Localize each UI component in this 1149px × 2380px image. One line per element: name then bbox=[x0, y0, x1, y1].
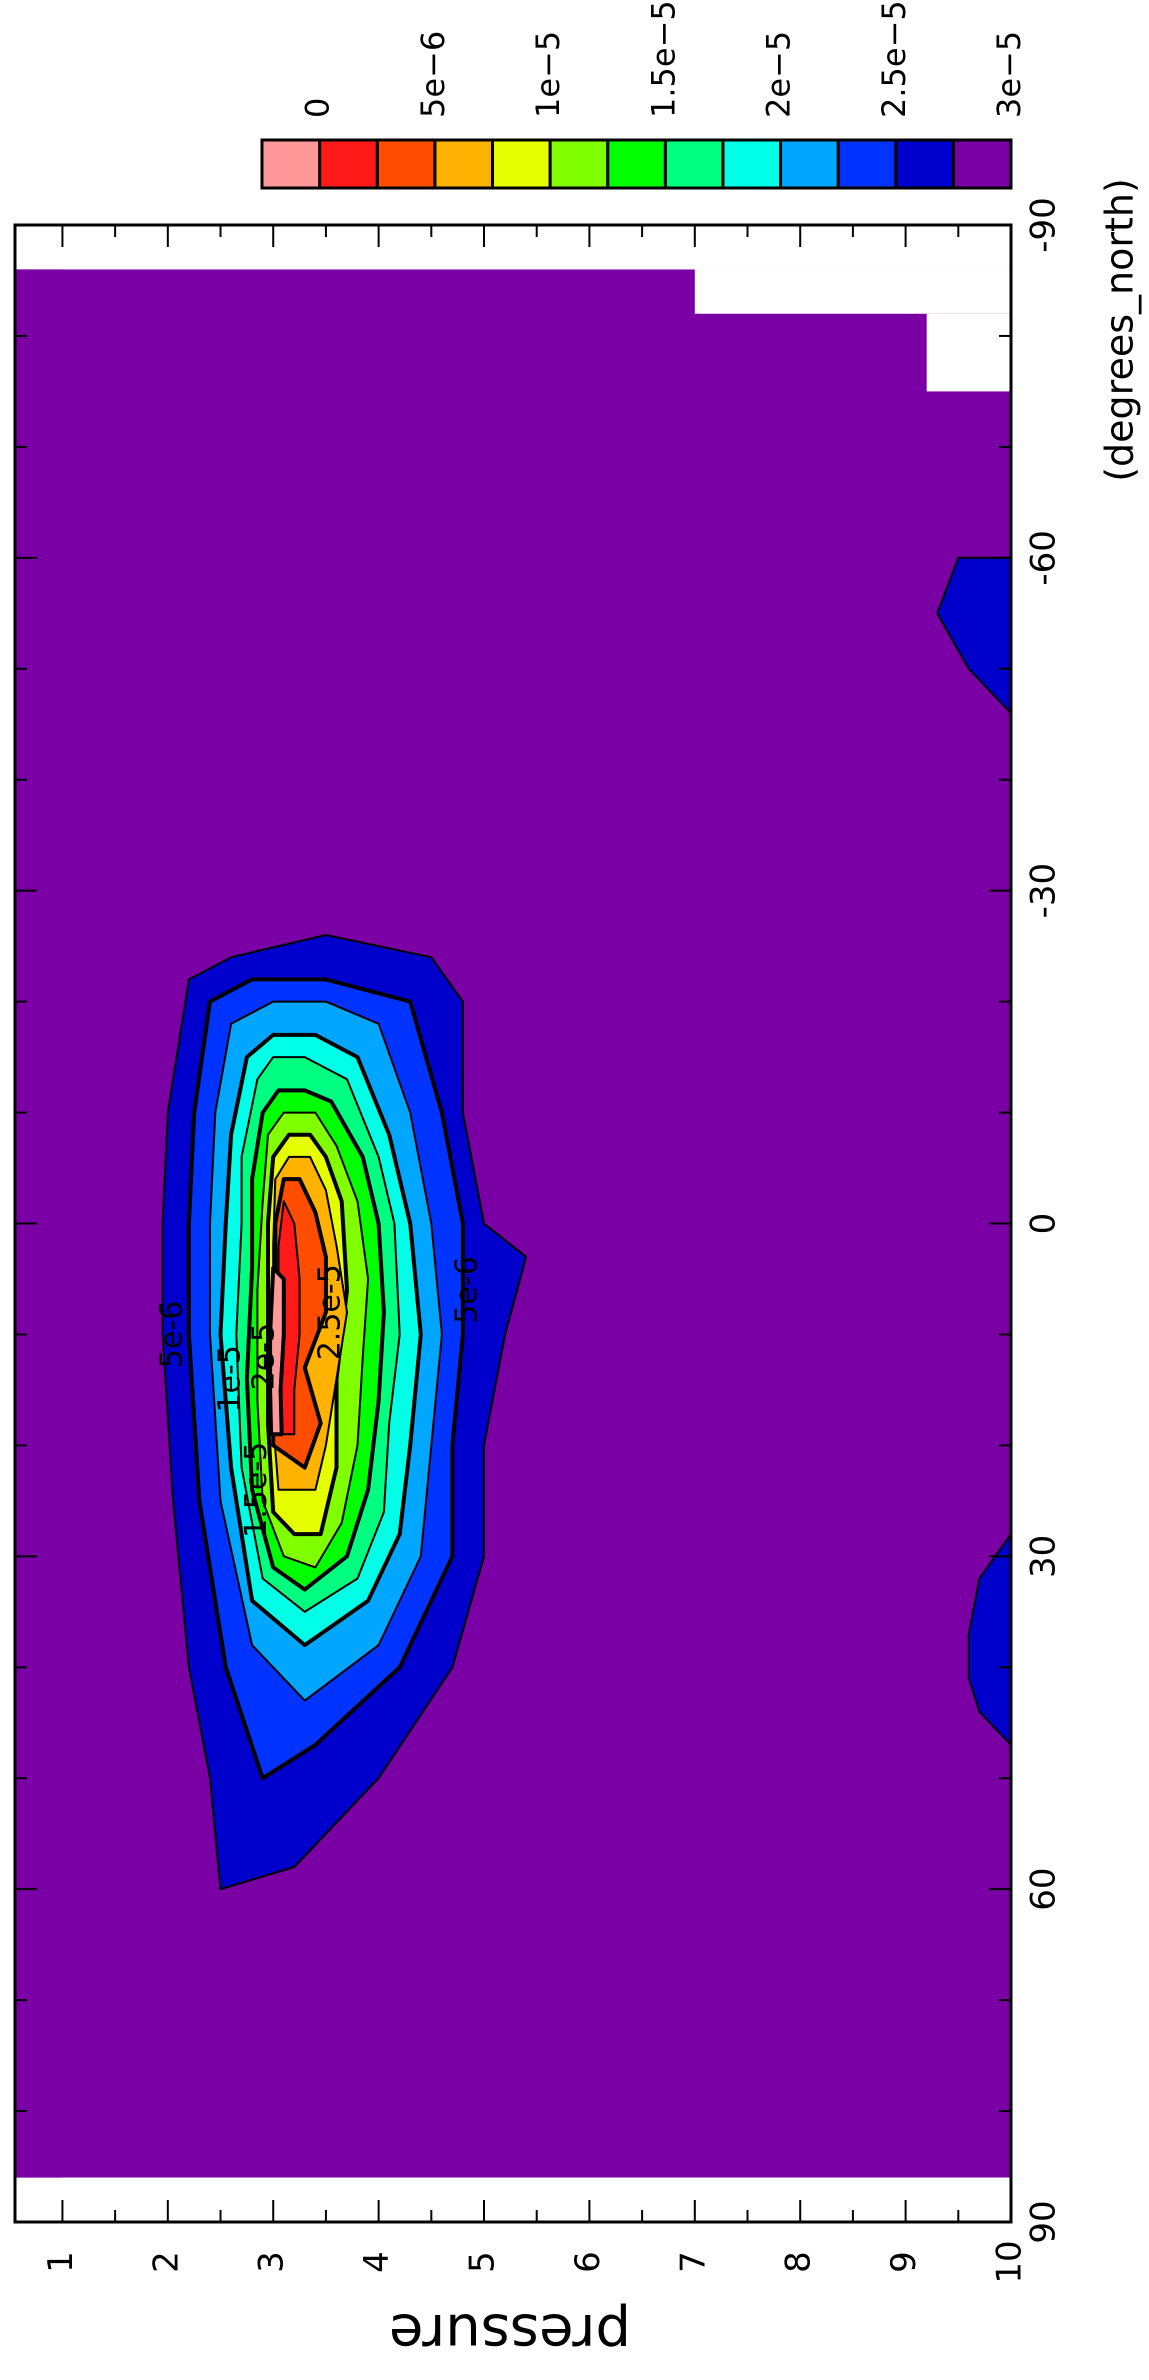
x-tick-label: 60 bbox=[1024, 1868, 1064, 1911]
axis-labels: (degrees_north) pressure bbox=[389, 178, 1141, 2366]
missing-data-region bbox=[926, 313, 1011, 392]
y-tick-label: 6 bbox=[568, 2251, 608, 2273]
contour-label: 2.5e-5 bbox=[313, 1264, 348, 1360]
colorbar-swatch bbox=[779, 138, 840, 190]
colorbar-swatch bbox=[951, 138, 1013, 190]
colorbar-swatch bbox=[548, 138, 610, 190]
y-tick-label: 8 bbox=[779, 2251, 819, 2273]
contour-band bbox=[268, 1265, 286, 1437]
y-tick-label: 7 bbox=[673, 2251, 713, 2273]
x-tick-label: 90 bbox=[1024, 2200, 1064, 2243]
y-tick-label: 5 bbox=[463, 2251, 503, 2273]
colorbar-swatch bbox=[606, 138, 667, 190]
x-tick-label: 30 bbox=[1024, 1535, 1064, 1578]
contour-label: 2e-5 bbox=[246, 1323, 281, 1390]
plot-area: 5e-6 1e-5 1.5e-5 2e-5 2.5e-5 5e-6 bbox=[15, 225, 1012, 2222]
colorbar-swatch bbox=[490, 138, 552, 190]
colorbar-label: 2e−5 bbox=[760, 31, 798, 118]
x-axis-label: (degrees_north) bbox=[1098, 178, 1142, 482]
colorbar-swatch bbox=[663, 138, 725, 190]
y-tick-label: 3 bbox=[252, 2251, 292, 2273]
colorbar-label: 5e−6 bbox=[414, 31, 452, 118]
x-tick-label: -90 bbox=[1024, 197, 1064, 253]
colorbar-label: 3e−5 bbox=[990, 31, 1028, 118]
y-tick-label: 10 bbox=[990, 2240, 1030, 2283]
y-axis-label: pressure bbox=[389, 2301, 631, 2366]
x-tick-label: -60 bbox=[1024, 530, 1064, 586]
colorbar-swatch bbox=[894, 138, 955, 190]
x-tick-label: -30 bbox=[1024, 863, 1064, 919]
colorbar-label: 0 bbox=[299, 98, 337, 118]
contour-label: 5e-6 bbox=[155, 1301, 190, 1368]
contour-label: 1.5e-5 bbox=[239, 1442, 274, 1538]
missing-data-region bbox=[694, 269, 1011, 314]
x-tick-label: 0 bbox=[1024, 1213, 1064, 1235]
y-tick-label: 4 bbox=[357, 2251, 397, 2273]
axes: -90 -60 -30 0 30 60 90 1 2 3 4 5 6 7 8 9 10 bbox=[13, 197, 1064, 2284]
colorbar-label: 1.5e−5 bbox=[644, 0, 682, 118]
colorbar-swatch bbox=[375, 138, 437, 190]
contour-label: 5e-6 bbox=[450, 1256, 485, 1323]
y-tick-label: 9 bbox=[884, 2251, 924, 2273]
colorbar-swatch bbox=[836, 138, 898, 190]
colorbar-swatch bbox=[721, 138, 783, 190]
colorbar-swatch bbox=[318, 138, 379, 190]
contour-label: 1e-5 bbox=[213, 1345, 248, 1412]
y-tick-label: 1 bbox=[41, 2251, 81, 2273]
y-tick-label: 2 bbox=[146, 2251, 186, 2273]
colorbar: 3e−5 2.5e−5 2e−5 1.5e−5 1e−5 5e−6 0 bbox=[260, 0, 1028, 190]
colorbar-swatch bbox=[433, 138, 494, 190]
colorbar-label: 2.5e−5 bbox=[875, 0, 913, 118]
colorbar-label: 1e−5 bbox=[529, 31, 567, 118]
colorbar-swatch bbox=[260, 138, 322, 190]
